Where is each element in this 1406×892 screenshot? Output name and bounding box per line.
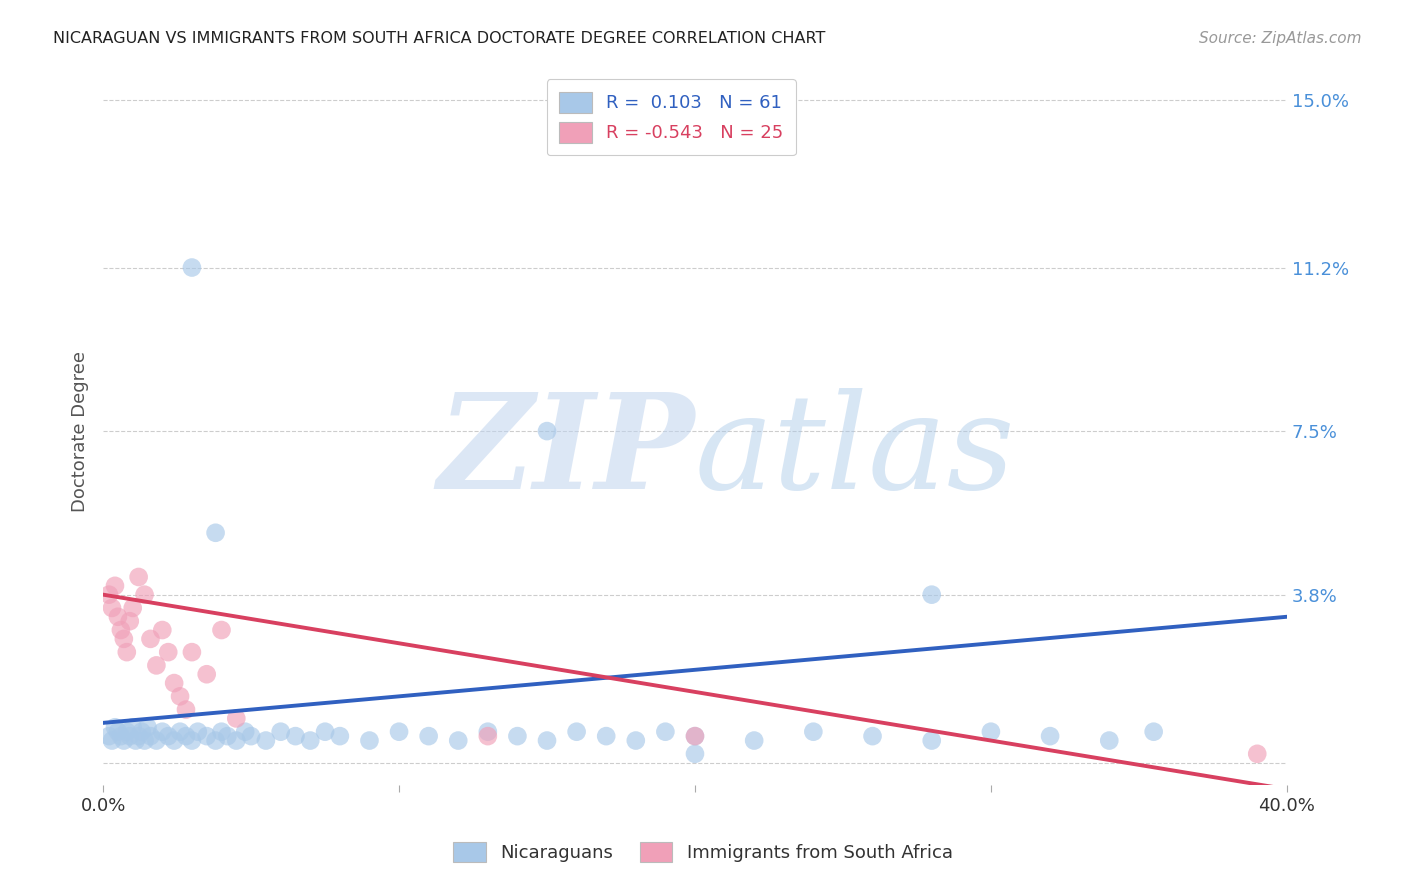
- Point: [254, 733, 277, 747]
- Point: [742, 733, 765, 747]
- Point: [921, 588, 943, 602]
- Point: [624, 733, 647, 747]
- Point: [314, 724, 336, 739]
- Point: [180, 260, 202, 275]
- Legend: Nicaraguans, Immigrants from South Africa: Nicaraguans, Immigrants from South Afric…: [446, 834, 960, 870]
- Point: [121, 720, 143, 734]
- Point: [110, 623, 132, 637]
- Point: [104, 720, 127, 734]
- Point: [157, 729, 180, 743]
- Point: [118, 614, 141, 628]
- Point: [211, 724, 233, 739]
- Point: [101, 733, 124, 747]
- Point: [1039, 729, 1062, 743]
- Point: [921, 733, 943, 747]
- Point: [477, 729, 499, 743]
- Text: ZIP: ZIP: [437, 388, 695, 516]
- Point: [595, 729, 617, 743]
- Point: [536, 733, 558, 747]
- Point: [1143, 724, 1166, 739]
- Point: [134, 733, 156, 747]
- Point: [150, 724, 173, 739]
- Point: [112, 733, 135, 747]
- Point: [150, 623, 173, 637]
- Point: [169, 724, 191, 739]
- Legend: R =  0.103   N = 61, R = -0.543   N = 25: R = 0.103 N = 61, R = -0.543 N = 25: [547, 79, 796, 155]
- Point: [136, 720, 159, 734]
- Point: [217, 729, 239, 743]
- Point: [565, 724, 588, 739]
- Point: [157, 645, 180, 659]
- Point: [112, 632, 135, 646]
- Point: [163, 733, 186, 747]
- Point: [1246, 747, 1268, 761]
- Point: [195, 729, 218, 743]
- Point: [180, 645, 202, 659]
- Point: [447, 733, 470, 747]
- Point: [801, 724, 824, 739]
- Point: [654, 724, 676, 739]
- Point: [683, 747, 706, 761]
- Point: [195, 667, 218, 681]
- Point: [128, 729, 150, 743]
- Point: [104, 579, 127, 593]
- Point: [107, 609, 129, 624]
- Point: [536, 424, 558, 438]
- Point: [359, 733, 381, 747]
- Point: [284, 729, 307, 743]
- Point: [128, 570, 150, 584]
- Point: [329, 729, 352, 743]
- Y-axis label: Doctorate Degree: Doctorate Degree: [72, 351, 89, 512]
- Point: [477, 724, 499, 739]
- Point: [121, 601, 143, 615]
- Text: Source: ZipAtlas.com: Source: ZipAtlas.com: [1198, 31, 1361, 46]
- Point: [115, 645, 138, 659]
- Point: [270, 724, 292, 739]
- Point: [211, 623, 233, 637]
- Point: [187, 724, 209, 739]
- Point: [204, 525, 226, 540]
- Point: [980, 724, 1002, 739]
- Point: [139, 632, 162, 646]
- Point: [506, 729, 529, 743]
- Point: [169, 690, 191, 704]
- Text: atlas: atlas: [695, 388, 1015, 516]
- Point: [683, 729, 706, 743]
- Point: [134, 588, 156, 602]
- Point: [225, 711, 247, 725]
- Point: [683, 729, 706, 743]
- Point: [118, 729, 141, 743]
- Point: [98, 729, 121, 743]
- Text: NICARAGUAN VS IMMIGRANTS FROM SOUTH AFRICA DOCTORATE DEGREE CORRELATION CHART: NICARAGUAN VS IMMIGRANTS FROM SOUTH AFRI…: [53, 31, 825, 46]
- Point: [101, 601, 124, 615]
- Point: [125, 733, 148, 747]
- Point: [110, 729, 132, 743]
- Point: [233, 724, 256, 739]
- Point: [174, 729, 197, 743]
- Point: [131, 724, 153, 739]
- Point: [115, 724, 138, 739]
- Point: [204, 733, 226, 747]
- Point: [299, 733, 322, 747]
- Point: [388, 724, 411, 739]
- Point: [163, 676, 186, 690]
- Point: [98, 588, 121, 602]
- Point: [107, 724, 129, 739]
- Point: [862, 729, 884, 743]
- Point: [174, 703, 197, 717]
- Point: [240, 729, 263, 743]
- Point: [180, 733, 202, 747]
- Point: [145, 733, 167, 747]
- Point: [418, 729, 440, 743]
- Point: [145, 658, 167, 673]
- Point: [139, 729, 162, 743]
- Point: [1098, 733, 1121, 747]
- Point: [225, 733, 247, 747]
